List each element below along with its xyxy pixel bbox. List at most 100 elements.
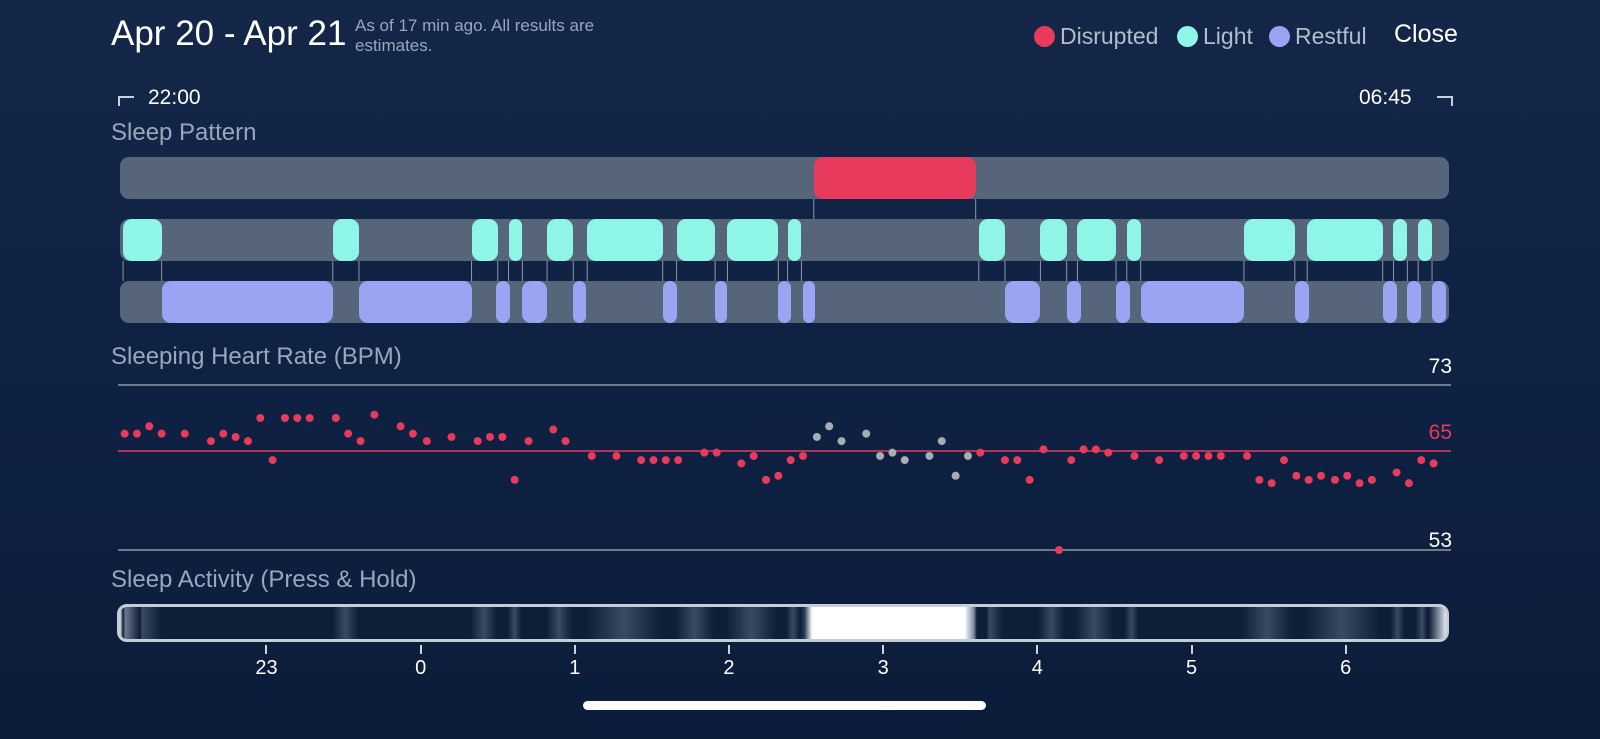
heart-rate-point xyxy=(1292,471,1301,480)
hr-max-label: 73 xyxy=(1428,355,1452,378)
heart-rate-point xyxy=(498,432,507,441)
hour-tick xyxy=(1036,645,1039,654)
hour-label: 3 xyxy=(877,657,889,679)
light-track[interactable] xyxy=(120,219,1449,261)
home-indicator[interactable] xyxy=(583,701,986,710)
last-updated-note: As of 17 min ago. All results are estima… xyxy=(355,16,595,55)
heart-rate-point xyxy=(1392,468,1401,477)
restful-segment xyxy=(161,281,333,323)
restful-segment xyxy=(1294,281,1309,323)
restful-segment xyxy=(1432,281,1446,323)
heart-rate-point xyxy=(331,414,340,422)
restful-segment xyxy=(496,281,511,323)
heart-rate-point xyxy=(1204,451,1213,460)
disrupted-track[interactable] xyxy=(120,157,1449,199)
light-segment xyxy=(1077,219,1116,261)
restful-segment xyxy=(1407,281,1422,323)
heart-rate-point xyxy=(951,471,960,480)
light-segment xyxy=(1243,219,1295,261)
heart-rate-point xyxy=(549,425,558,434)
heart-rate-point xyxy=(1304,475,1313,484)
range-start-bracket-icon xyxy=(118,96,134,106)
heart-rate-point xyxy=(661,456,670,465)
heart-rate-point xyxy=(524,437,533,446)
legend-restful: Restful xyxy=(1269,20,1367,52)
heart-rate-point xyxy=(888,448,897,457)
legend-label: Restful xyxy=(1295,22,1367,49)
range-end-time: 06:45 xyxy=(1359,86,1412,109)
restful-dot-icon xyxy=(1269,25,1290,47)
heart-rate-point xyxy=(737,459,746,468)
heart-rate-point xyxy=(1091,445,1100,454)
restful-track[interactable] xyxy=(120,281,1449,323)
hour-label: 2 xyxy=(723,657,735,679)
heart-rate-point xyxy=(1255,475,1264,484)
restful-segment xyxy=(778,281,791,323)
range-end-bracket-icon xyxy=(1437,96,1453,106)
close-button[interactable]: Close xyxy=(1394,20,1458,48)
heart-rate-point xyxy=(925,451,934,460)
heart-rate-point xyxy=(649,456,658,465)
heart-rate-point xyxy=(422,437,431,446)
light-segment xyxy=(547,219,574,261)
restful-segment xyxy=(1066,281,1081,323)
light-segment xyxy=(471,219,498,261)
heart-rate-point xyxy=(1000,456,1009,465)
heart-rate-point xyxy=(712,448,721,457)
hour-label: 1 xyxy=(569,657,581,679)
heart-rate-point xyxy=(761,475,770,484)
heart-rate-point xyxy=(1367,475,1376,484)
heart-rate-point xyxy=(587,451,596,460)
light-segment xyxy=(676,219,716,261)
restful-segment xyxy=(573,281,586,323)
date-range-title: Apr 20 - Apr 21 xyxy=(111,14,347,53)
heart-rate-point xyxy=(293,414,302,422)
sleep-activity-bar[interactable] xyxy=(117,604,1449,642)
heart-rate-point xyxy=(243,437,252,446)
heart-rate-point xyxy=(396,422,405,431)
light-dot-icon xyxy=(1177,25,1198,47)
light-segment xyxy=(508,219,523,261)
heart-rate-point xyxy=(356,437,365,446)
heart-rate-point xyxy=(473,437,482,446)
heart-rate-point xyxy=(1330,475,1339,484)
heart-rate-point xyxy=(1267,479,1276,488)
hour-tick xyxy=(573,645,576,654)
heart-rate-point xyxy=(1216,451,1225,460)
heart-rate-point xyxy=(256,414,265,422)
heart-rate-point xyxy=(825,422,834,431)
heart-rate-point xyxy=(510,475,519,484)
heart-rate-title: Sleeping Heart Rate (BPM) xyxy=(111,343,402,370)
legend-disrupted: Disrupted xyxy=(1034,20,1158,52)
hour-tick xyxy=(882,645,885,654)
hr-avg-label: 65 xyxy=(1428,421,1452,444)
light-segment xyxy=(332,219,359,261)
restful-segment xyxy=(358,281,472,323)
light-segment xyxy=(787,219,802,261)
heart-rate-point xyxy=(1155,456,1164,465)
heart-rate-point xyxy=(1025,475,1034,484)
heart-rate-point xyxy=(1039,445,1048,454)
disrupted-segment xyxy=(813,157,976,199)
heart-rate-point xyxy=(812,432,821,441)
heart-rate-point xyxy=(799,451,808,460)
heart-rate-point xyxy=(180,429,189,438)
heart-rate-point xyxy=(612,451,621,460)
heart-rate-point xyxy=(486,432,495,441)
heart-rate-point xyxy=(1355,479,1364,488)
heart-rate-point xyxy=(862,429,871,438)
heart-rate-chart[interactable] xyxy=(0,360,1600,570)
light-segment xyxy=(123,219,162,261)
heart-rate-point xyxy=(1343,471,1352,480)
restful-segment xyxy=(522,281,548,323)
heart-rate-point xyxy=(206,437,215,446)
hour-label: 23 xyxy=(255,657,278,679)
hour-label: 0 xyxy=(415,657,427,679)
heart-rate-point xyxy=(1067,456,1076,465)
heart-rate-point xyxy=(637,456,646,465)
heart-rate-point xyxy=(1243,451,1252,460)
heart-rate-point xyxy=(976,448,985,457)
stage-transition-connectors xyxy=(122,199,1433,281)
heart-rate-point xyxy=(1417,456,1426,465)
hour-tick xyxy=(265,645,268,654)
